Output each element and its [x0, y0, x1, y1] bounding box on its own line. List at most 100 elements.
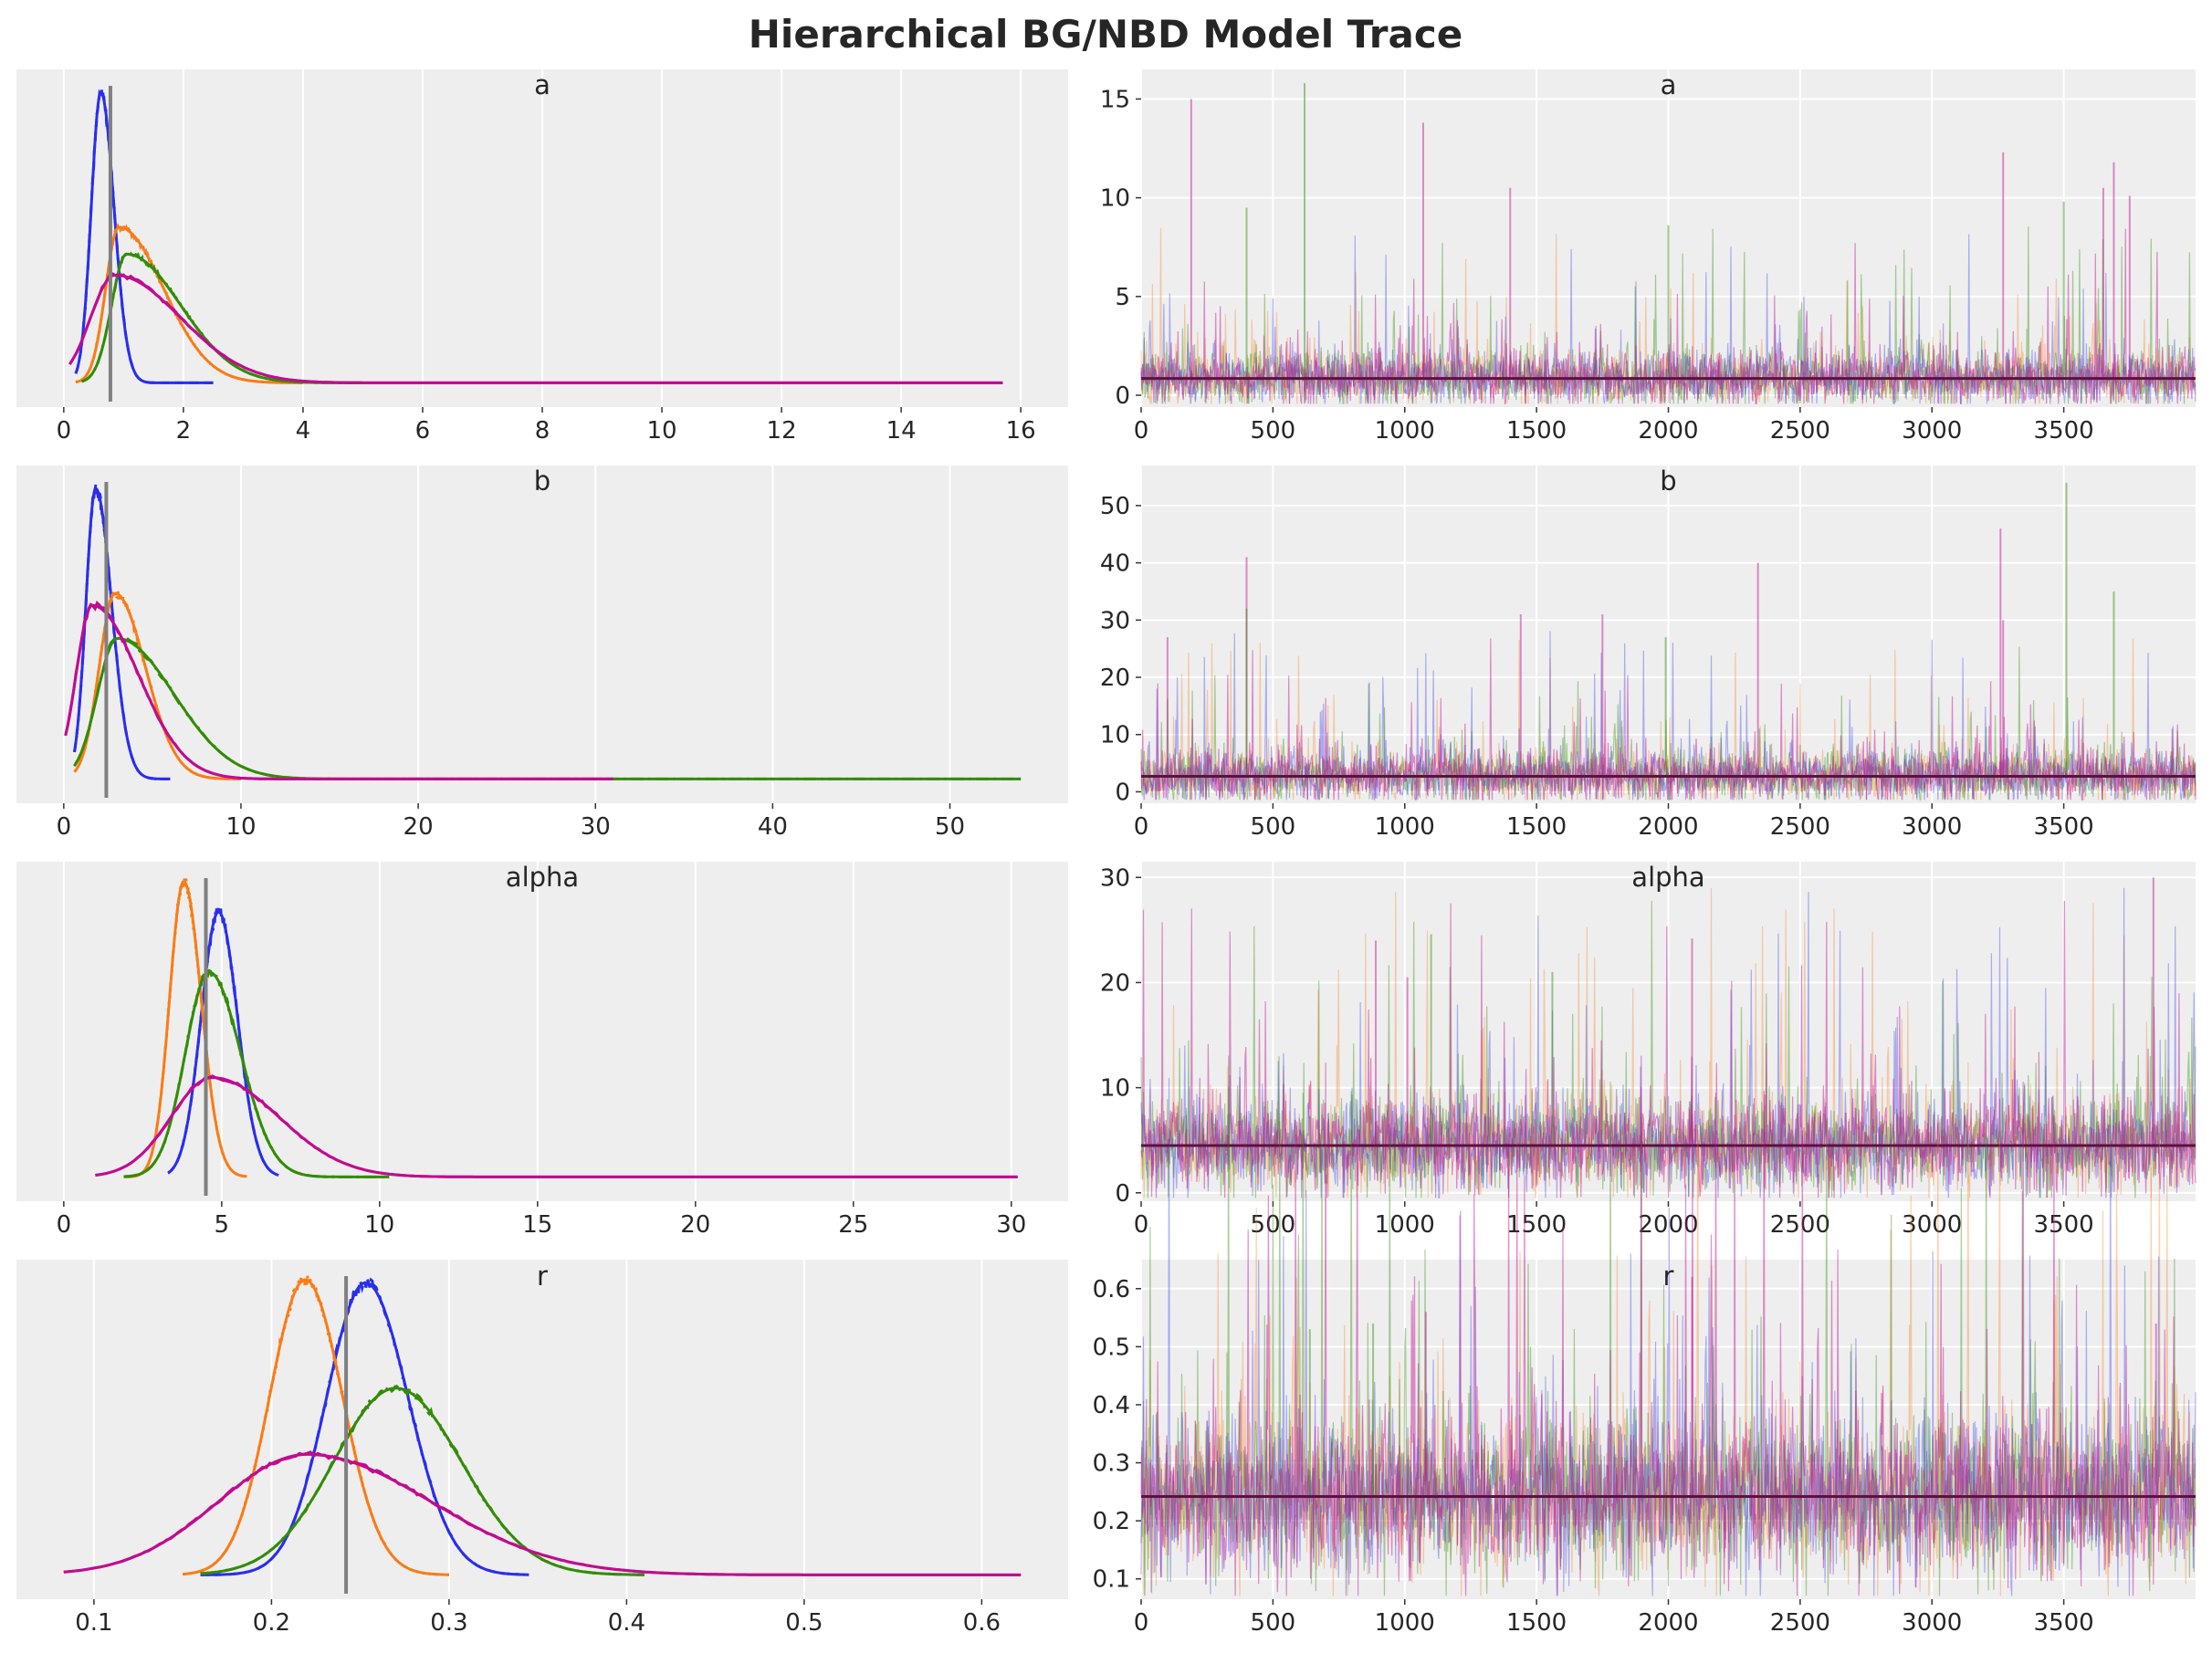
x-tick-label: 500: [1251, 1211, 1296, 1239]
density-curve-chain-0: [73, 484, 171, 780]
x-tick-label: 2000: [1638, 1609, 1698, 1637]
x-tick-label: 500: [1251, 417, 1296, 445]
x-tick-label: 0: [1134, 1211, 1149, 1239]
x-tick-label: 3500: [2034, 813, 2094, 841]
panel-title: alpha: [1631, 862, 1704, 893]
x-tick-label: 0.5: [785, 1609, 823, 1637]
density-curve-chain-2: [123, 968, 390, 1178]
y-tick-label: 40: [1100, 550, 1130, 578]
y-tick-label: 0.5: [1093, 1334, 1130, 1361]
plot-area: [16, 1260, 1068, 1599]
density-curve-chain-3: [68, 272, 1003, 384]
a-density-panel: 0 2 4 6 8 10 12 14 16: [16, 69, 1068, 445]
x-tick-label: 1000: [1375, 1211, 1435, 1239]
x-tick-label: 2500: [1770, 813, 1830, 841]
y-tick-label: 10: [1100, 185, 1130, 213]
x-tick-label: 30: [996, 1211, 1026, 1239]
x-tick-label: 0: [57, 1211, 72, 1239]
x-tick-label: 0: [57, 813, 72, 841]
x-tick-label: 3000: [1902, 417, 1962, 445]
y-tick-label: 30: [1100, 864, 1130, 892]
x-tick-label: 500: [1251, 813, 1296, 841]
x-tick-label: 1500: [1506, 417, 1567, 445]
x-tick-label: 3500: [2034, 417, 2094, 445]
x-tick-label: 2500: [1770, 1211, 1830, 1239]
trace-line-chain-1: [1140, 227, 2196, 405]
y-tick-label: 5: [1115, 284, 1130, 311]
density-curve-chain-0: [167, 907, 279, 1177]
x-tick-label: 12: [767, 417, 797, 445]
density-curve-chain-3: [95, 1074, 1018, 1178]
y-tick-label: 0.2: [1093, 1508, 1130, 1535]
x-tick-label: 0.6: [963, 1609, 1001, 1637]
plot-area: [16, 862, 1068, 1201]
x-tick-label: 2500: [1770, 1609, 1830, 1637]
x-tick-label: 50: [935, 813, 965, 841]
x-tick-label: 10: [364, 1211, 394, 1239]
x-tick-label: 6: [415, 417, 431, 445]
a-trace-panel: 0 500 1000 1500 2000 2500 3000 3500 0 5 10 15: [1100, 69, 2196, 445]
x-tick-label: 40: [758, 813, 788, 841]
x-tick-label: 1500: [1506, 1211, 1567, 1239]
panel-title: a: [534, 69, 550, 100]
alpha-trace-panel: 0 500 1000 1500 2000 2500 3000 3500 0 10 20 30: [1100, 862, 2196, 1239]
x-tick-label: 0: [1134, 417, 1149, 445]
y-tick-label: 10: [1100, 722, 1130, 749]
panel-title: a: [1661, 69, 1677, 100]
x-tick-label: 1500: [1506, 1609, 1567, 1637]
y-tick-label: 0.6: [1093, 1276, 1130, 1303]
x-tick-label: 0: [57, 417, 72, 445]
x-tick-label: 10: [225, 813, 256, 841]
panel-title: alpha: [506, 862, 579, 893]
density-curve-chain-1: [75, 225, 303, 384]
x-tick-label: 1000: [1375, 417, 1435, 445]
trace-line-chain-0: [1140, 887, 2196, 1198]
x-tick-label: 20: [680, 1211, 710, 1239]
x-tick-label: 10: [646, 417, 676, 445]
x-tick-label: 25: [838, 1211, 868, 1239]
x-tick-label: 3500: [2034, 1609, 2094, 1637]
y-tick-label: 0.4: [1093, 1392, 1130, 1419]
x-tick-label: 30: [581, 813, 611, 841]
y-tick-label: 0.1: [1093, 1566, 1130, 1594]
trace-line-chain-1: [1140, 638, 2196, 801]
x-tick-label: 1500: [1506, 813, 1567, 841]
y-tick-label: 50: [1100, 493, 1130, 520]
x-tick-label: 2000: [1638, 813, 1698, 841]
x-tick-label: 0.4: [608, 1609, 645, 1637]
x-tick-label: 2000: [1638, 417, 1698, 445]
x-tick-label: 2500: [1770, 417, 1830, 445]
x-tick-label: 16: [1006, 417, 1036, 445]
panel-title: b: [1660, 466, 1676, 497]
y-tick-label: 15: [1100, 86, 1130, 113]
x-tick-label: 14: [886, 417, 917, 445]
trace-line-chain-3: [1140, 638, 2196, 801]
density-curve-chain-1: [183, 1273, 449, 1576]
density-curve-chain-1: [73, 590, 241, 780]
y-tick-label: 20: [1100, 969, 1130, 997]
x-tick-label: 3000: [1902, 1609, 1962, 1637]
x-tick-label: 0.1: [75, 1609, 112, 1637]
y-tick-label: 0: [1115, 382, 1130, 410]
figure-title: Hierarchical BG/NBD Model Trace: [749, 12, 1462, 57]
trace-line-chain-2: [1140, 226, 2196, 404]
panel-title: b: [534, 466, 550, 497]
density-curve-chain-0: [74, 89, 214, 384]
x-tick-label: 500: [1251, 1609, 1296, 1637]
x-tick-label: 1000: [1375, 813, 1435, 841]
density-curve-chain-0: [200, 1275, 529, 1576]
x-tick-label: 3500: [2034, 1211, 2094, 1239]
y-tick-label: 30: [1100, 607, 1130, 634]
b-trace-panel: 0 500 1000 1500 2000 2500 3000 3500 0 10 20 30 40 50: [1100, 466, 2196, 841]
x-tick-label: 4: [296, 417, 311, 445]
density-curve-chain-2: [73, 635, 1022, 780]
panel-title: r: [1663, 1261, 1674, 1292]
y-tick-label: 10: [1100, 1075, 1130, 1103]
x-tick-label: 0: [1134, 1609, 1149, 1637]
r-density-panel: 0.1 0.2 0.3 0.4 0.5 0.6: [16, 1260, 1068, 1637]
plot-area: [16, 466, 1068, 803]
x-tick-label: 3000: [1902, 813, 1962, 841]
x-tick-label: 5: [215, 1211, 230, 1239]
